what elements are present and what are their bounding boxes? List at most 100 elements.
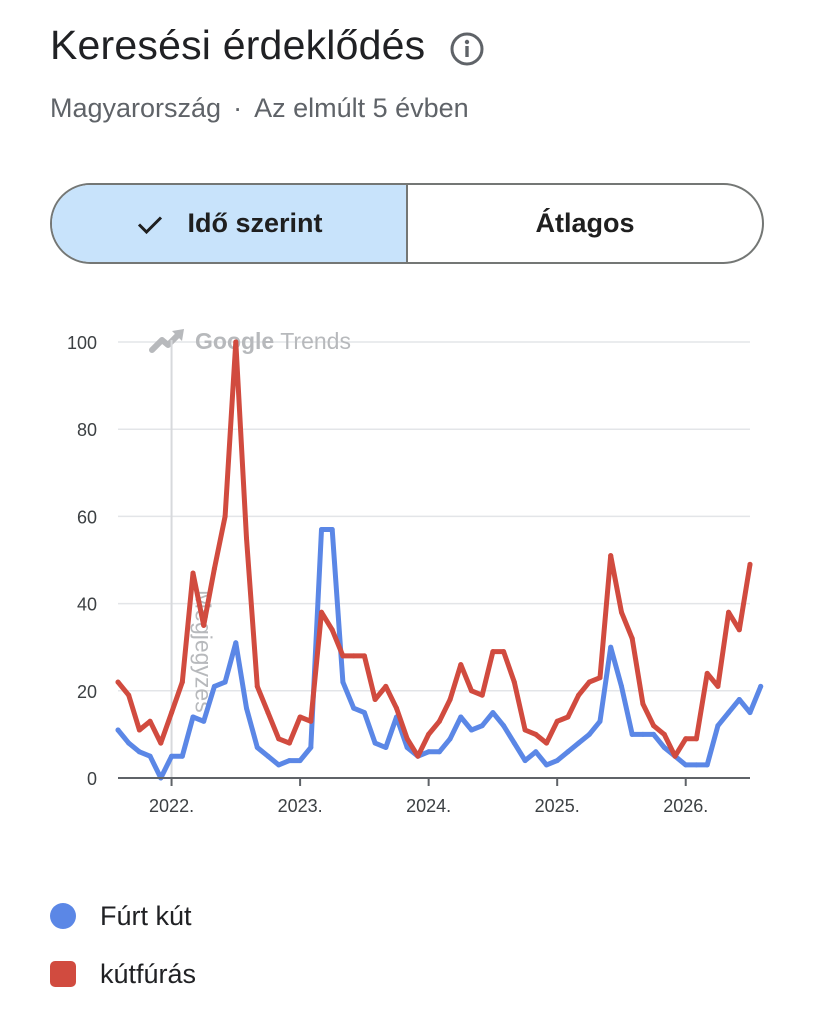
data-point — [265, 710, 271, 716]
data-point — [254, 683, 260, 689]
data-point — [169, 710, 175, 716]
data-point — [490, 649, 496, 655]
data-point — [147, 718, 153, 724]
data-point — [651, 731, 657, 737]
data-point — [651, 723, 657, 729]
data-point — [736, 627, 742, 633]
data-point — [115, 679, 121, 685]
legend-label-kutfuras: kútfúrás — [100, 958, 197, 989]
y-tick-label: 0 — [87, 769, 97, 789]
x-tick-label: 2026. — [663, 796, 708, 816]
chart-lines — [115, 339, 764, 781]
data-point — [640, 731, 646, 737]
data-point — [597, 675, 603, 681]
x-tick-label: 2025. — [535, 796, 580, 816]
data-point — [329, 527, 335, 532]
x-tick-label: 2024. — [406, 796, 451, 816]
data-point — [586, 679, 592, 685]
data-point — [404, 736, 410, 742]
data-point — [415, 753, 421, 759]
data-point — [447, 736, 453, 742]
data-point — [244, 535, 249, 541]
data-point — [522, 758, 528, 764]
info-icon[interactable] — [449, 31, 485, 67]
data-point — [533, 749, 539, 755]
data-point — [383, 683, 389, 689]
data-point — [683, 762, 689, 768]
data-point — [501, 723, 507, 729]
data-point — [372, 740, 378, 746]
legend-swatch-furt-kut — [50, 903, 76, 929]
data-point — [693, 762, 699, 768]
data-point — [501, 649, 507, 655]
data-point — [715, 683, 721, 689]
data-point — [458, 662, 464, 668]
data-point — [319, 609, 324, 615]
legend-swatch-kutfuras — [50, 961, 76, 987]
data-point — [458, 714, 464, 720]
data-point — [126, 692, 132, 698]
toggle-average[interactable]: Átlagos — [408, 185, 762, 262]
toggle-by-time[interactable]: Idő szerint — [52, 185, 408, 262]
y-tick-label: 20 — [77, 682, 97, 702]
data-point — [169, 753, 175, 759]
data-point — [222, 513, 228, 519]
data-point — [329, 627, 335, 633]
data-point — [179, 679, 185, 685]
data-point — [565, 714, 571, 720]
chart-axes: 0 20 40 60 80 100 2022. 2023. 2024. 2025. 2026. — [67, 333, 750, 816]
data-point — [629, 731, 635, 737]
data-point — [265, 753, 271, 759]
y-tick-label: 40 — [77, 595, 97, 615]
data-point — [736, 697, 742, 702]
data-point — [544, 740, 549, 746]
google-trends-watermark: Google Trends — [149, 328, 351, 354]
subtitle-separator: · — [233, 93, 243, 123]
legend-label-furt-kut: Fúrt kút — [100, 900, 192, 931]
data-point — [211, 683, 217, 689]
data-point — [201, 622, 207, 628]
data-point — [747, 710, 753, 716]
data-point — [511, 740, 517, 746]
data-point — [522, 727, 528, 733]
data-point — [394, 705, 399, 711]
data-point — [533, 731, 539, 737]
data-point — [597, 718, 603, 724]
y-tick-label: 100 — [67, 333, 97, 353]
data-point — [704, 670, 710, 676]
region-label: Magyarország — [50, 93, 222, 123]
trends-arrowhead-icon — [172, 329, 184, 341]
x-tick-label: 2023. — [278, 796, 323, 816]
legend-item-furt-kut[interactable]: Fúrt kút — [50, 896, 196, 936]
legend: Fúrt kút kútfúrás — [50, 896, 196, 1012]
data-point — [244, 705, 249, 711]
data-point — [383, 745, 389, 750]
toggle-average-label: Átlagos — [535, 208, 635, 238]
data-point — [619, 609, 624, 615]
data-point — [715, 723, 721, 729]
y-tick-label: 80 — [77, 420, 97, 440]
data-point — [115, 727, 121, 733]
data-point — [586, 731, 592, 737]
legend-item-kutfuras[interactable]: kútfúrás — [50, 954, 196, 994]
data-point — [308, 718, 314, 724]
data-point — [211, 566, 217, 572]
data-point — [758, 683, 764, 689]
data-point — [490, 710, 496, 716]
data-point — [554, 758, 560, 764]
data-point — [544, 762, 549, 768]
data-point — [640, 701, 646, 707]
data-point — [672, 753, 678, 759]
data-point — [447, 697, 453, 702]
data-point — [136, 727, 142, 733]
x-tick-label: 2022. — [149, 796, 194, 816]
data-point — [726, 710, 732, 716]
data-point — [179, 753, 185, 759]
data-point — [233, 640, 239, 646]
data-point — [479, 692, 485, 698]
data-point — [693, 736, 699, 742]
series-line-1 — [115, 339, 753, 759]
data-point — [286, 758, 292, 764]
data-point — [233, 339, 239, 345]
